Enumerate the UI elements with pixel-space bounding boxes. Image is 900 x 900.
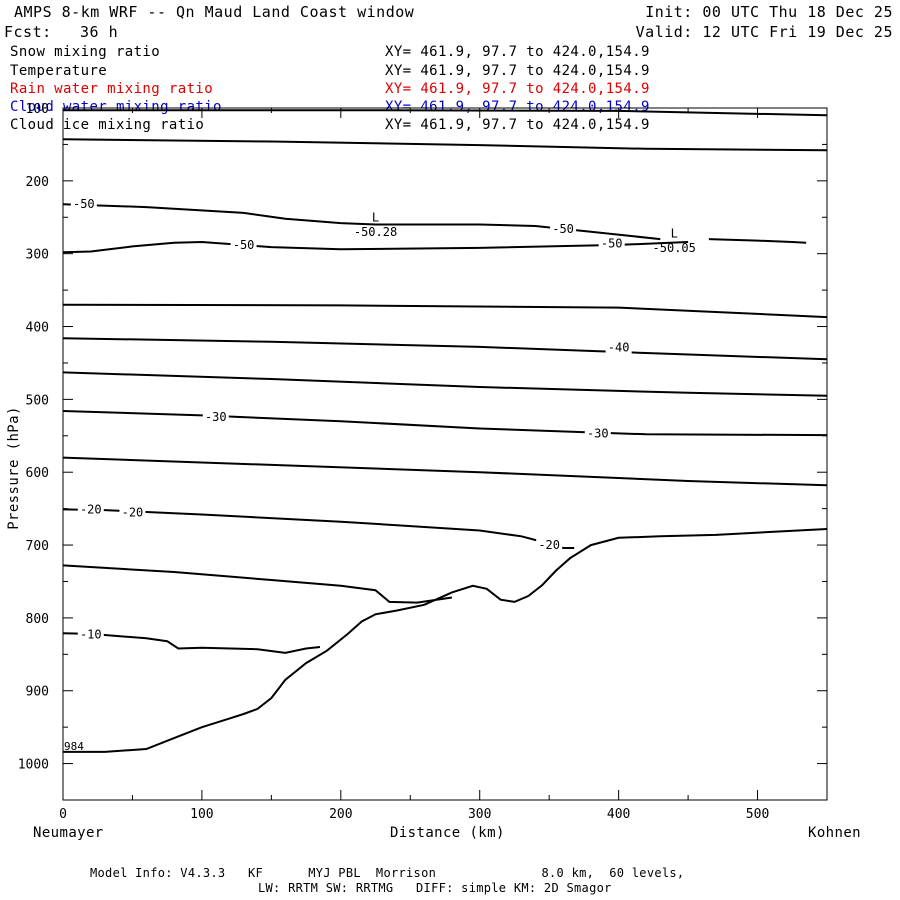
isotherm-label: -50 bbox=[552, 222, 574, 236]
isotherm-line-1 bbox=[62, 138, 828, 152]
y-axis-label: Pressure (hPa) bbox=[6, 406, 22, 530]
forecast-hours: 36 h bbox=[80, 23, 119, 41]
y-tick-label: 200 bbox=[26, 175, 49, 190]
x-tick-label: 400 bbox=[607, 807, 630, 822]
isotherm-label-bg bbox=[536, 538, 563, 553]
legend-item-snow: Snow mixing ratio bbox=[10, 44, 161, 60]
forecast-label: Fcst: bbox=[4, 23, 52, 41]
isotherm-label-bg bbox=[550, 221, 577, 236]
y-tick-label: 600 bbox=[26, 466, 49, 481]
legend-xy-temperature: XY= 461.9, 97.7 to 424.0,154.9 bbox=[385, 63, 650, 79]
isotherm-label: -50 bbox=[73, 197, 95, 211]
x-axis-label: Distance (km) bbox=[390, 825, 505, 841]
extremum-annotation: -50.28 bbox=[354, 225, 397, 239]
contour-label-layer: -50-50-50 -50-40-30-30-20 -20-20-10984L-50… bbox=[64, 197, 696, 753]
legend-item-cloud-ice: Cloud ice mixing ratio bbox=[10, 117, 205, 133]
isotherm-line-4 bbox=[708, 238, 807, 244]
isotherm-label-bg bbox=[77, 502, 104, 517]
isotherm-line-7 bbox=[62, 371, 828, 397]
isotherm-label: -50 bbox=[601, 236, 623, 250]
chart-title: AMPS 8-km WRF -- Qn Maud Land Coast wind… bbox=[14, 3, 415, 21]
isotherm-label-bg bbox=[119, 505, 146, 520]
y-tick-label: 100 bbox=[26, 102, 49, 117]
valid-time: Valid: 12 UTC Fri 19 Dec 25 bbox=[635, 23, 893, 41]
legend-item-temperature: Temperature bbox=[10, 63, 108, 79]
plot-frame bbox=[62, 107, 828, 801]
x-tick-label: 100 bbox=[190, 807, 213, 822]
x-tick-label: 300 bbox=[468, 807, 491, 822]
extremum-annotation: L bbox=[671, 226, 678, 240]
isotherm-label-bg bbox=[202, 409, 229, 424]
x-tick-label: 0 bbox=[59, 807, 67, 822]
isotherm-label: -10 bbox=[80, 628, 102, 642]
isotherm-label-bg bbox=[230, 237, 257, 252]
isotherm-label: -20 bbox=[538, 538, 560, 552]
isotherm-layer bbox=[62, 109, 828, 654]
y-tick-label: 700 bbox=[26, 539, 49, 554]
y-tick-label: 500 bbox=[26, 393, 49, 408]
isotherm-label-bg bbox=[77, 627, 104, 642]
isotherm-label: -30 bbox=[205, 410, 227, 424]
isotherm-line-11 bbox=[62, 564, 453, 604]
isotherm-label-bg bbox=[605, 340, 632, 355]
axes-layer: 100 200 300 400 500 600 700 800 900 1000 0 100 200 30… bbox=[18, 102, 828, 822]
isotherm-line-8 bbox=[62, 410, 828, 437]
x-axis-right-station: Kohnen bbox=[808, 825, 861, 841]
isotherm-label: -30 bbox=[587, 427, 609, 441]
y-tick-label: 400 bbox=[26, 321, 49, 336]
isotherm-line-5 bbox=[62, 303, 828, 319]
footer-model-info: Model Info: V4.3.3 KF MYJ PBL Morrison 8… bbox=[90, 866, 685, 880]
isotherm-label: -20 bbox=[80, 502, 102, 516]
extremum-annotation: -50.05 bbox=[653, 241, 696, 255]
isotherm-label: -40 bbox=[608, 341, 630, 355]
isotherm-label-bg bbox=[584, 426, 611, 441]
terrain-layer bbox=[63, 528, 828, 753]
y-tick-label: 300 bbox=[26, 248, 49, 263]
legend-xy-snow: XY= 461.9, 97.7 to 424.0,154.9 bbox=[385, 44, 650, 60]
y-tick-label: 1000 bbox=[18, 758, 49, 773]
footer-physics-info: LW: RRTM SW: RRTMG DIFF: simple KM: 2D S… bbox=[258, 881, 612, 895]
y-tick-label: 900 bbox=[26, 685, 49, 700]
extremum-annotation: L bbox=[372, 210, 379, 224]
x-tick-label: 200 bbox=[329, 807, 352, 822]
legend-xy-cloud-ice: XY= 461.9, 97.7 to 424.0,154.9 bbox=[385, 117, 650, 133]
x-tick-label: 500 bbox=[746, 807, 769, 822]
isotherm-line-6 bbox=[62, 337, 828, 361]
init-time: Init: 00 UTC Thu 18 Dec 25 bbox=[645, 3, 893, 21]
terrain-surface-line bbox=[63, 528, 828, 753]
isotherm-line-3 bbox=[62, 240, 689, 254]
isotherm-line-12 bbox=[62, 632, 321, 654]
x-axis-left-station: Neumayer bbox=[33, 825, 104, 841]
isotherm-line-0 bbox=[63, 109, 828, 117]
legend-xy-rain-water: XY= 461.9, 97.7 to 424.0,154.9 bbox=[385, 81, 650, 97]
isotherm-label-bg bbox=[598, 236, 625, 251]
y-tick-label: 800 bbox=[26, 612, 49, 627]
isotherm-label-bg bbox=[70, 197, 97, 212]
isotherm-label: -20 bbox=[122, 505, 144, 519]
isotherm-line-9 bbox=[62, 456, 828, 487]
isotherm-label: -50 bbox=[233, 238, 255, 252]
legend-item-rain-water: Rain water mixing ratio bbox=[10, 81, 214, 97]
terrain-surface-label: 984 bbox=[64, 740, 84, 753]
